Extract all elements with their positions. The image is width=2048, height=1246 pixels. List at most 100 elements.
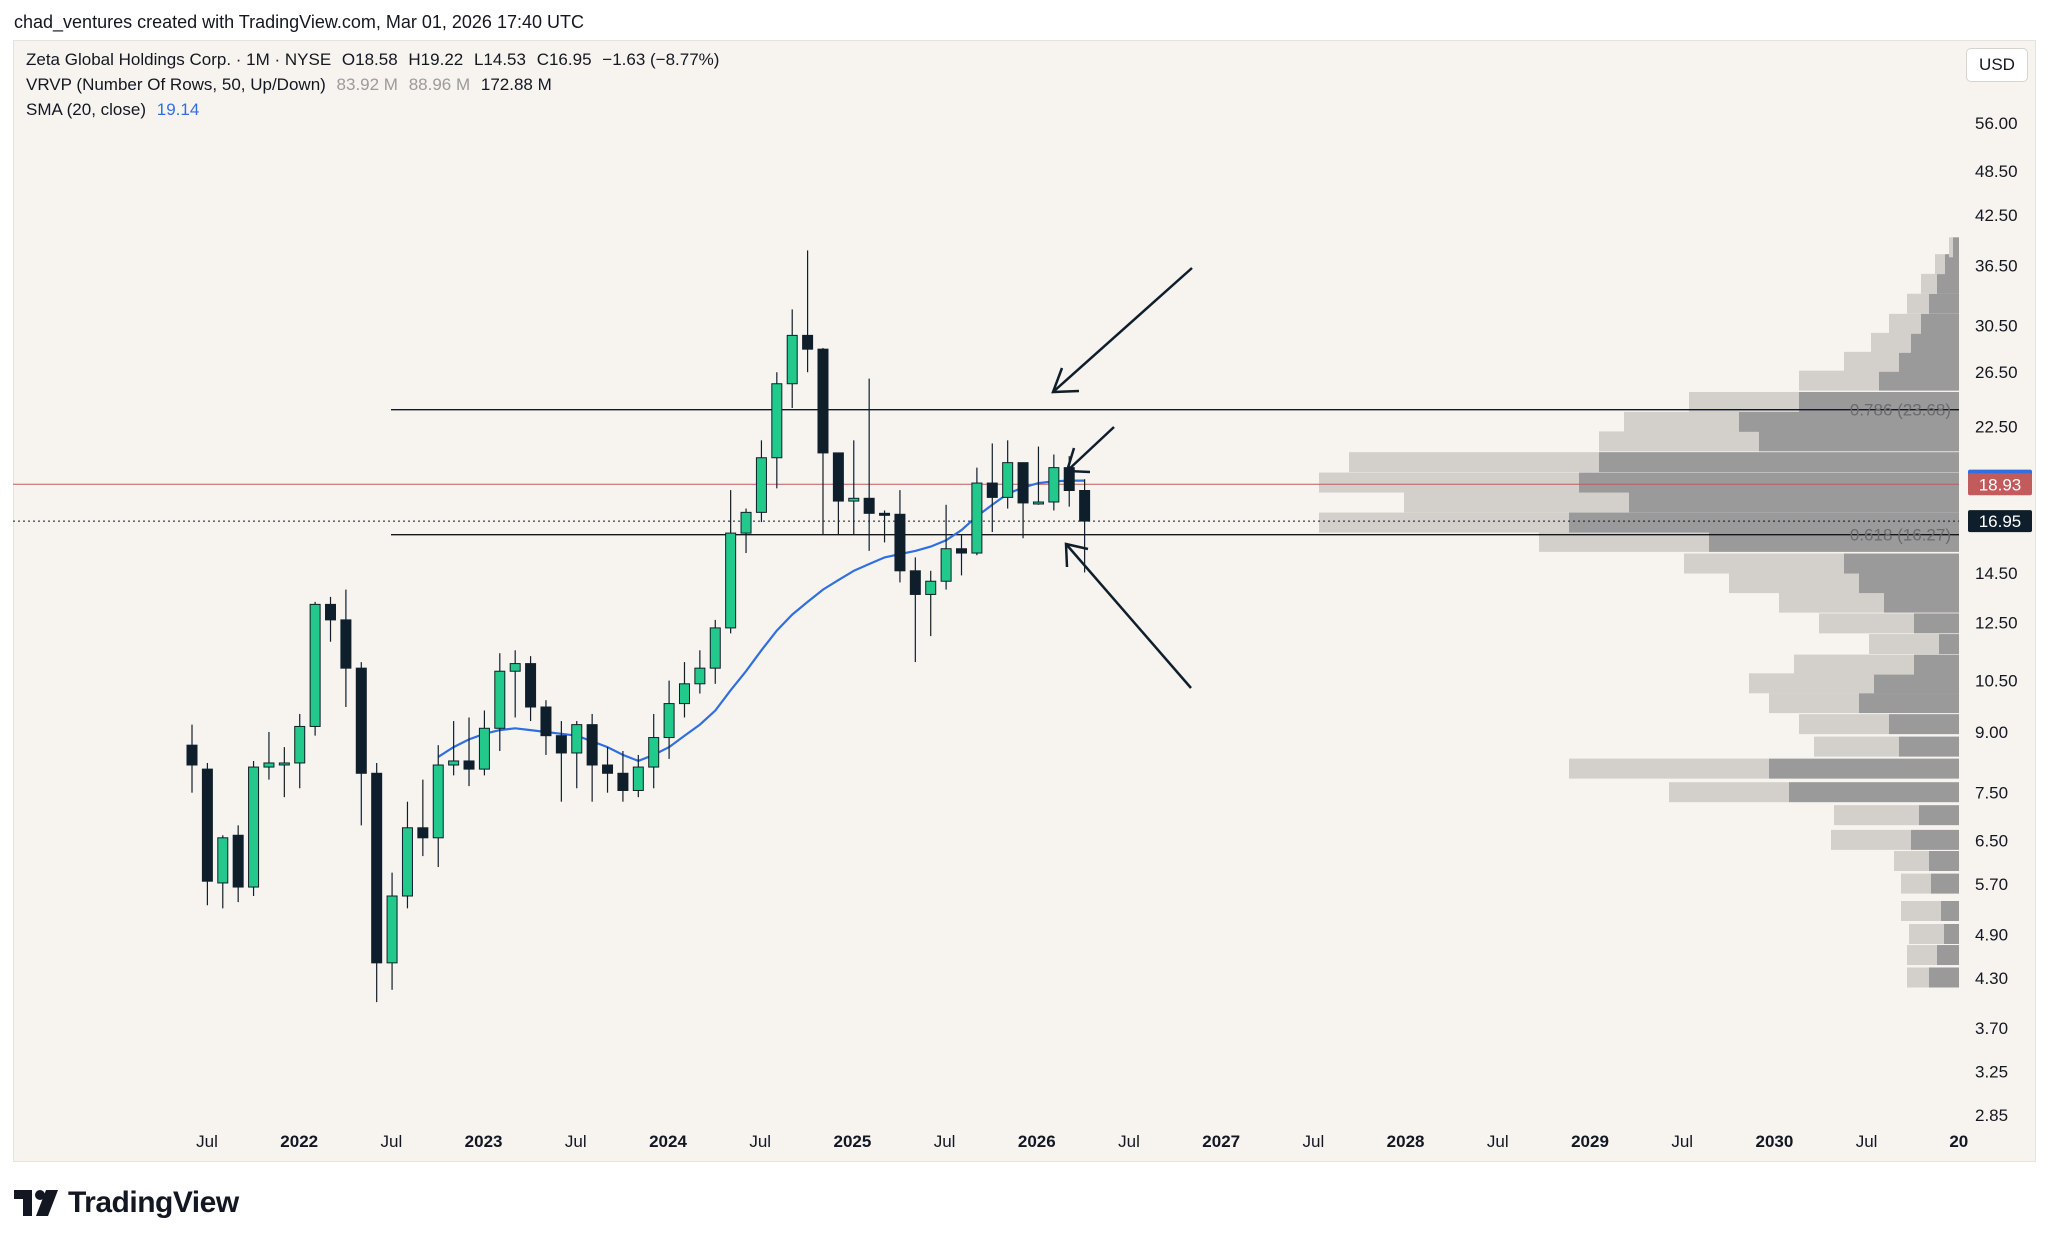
volume-profile-down-bar: [1889, 313, 1921, 334]
candle-up: [1048, 454, 1060, 511]
legend-title[interactable]: Zeta Global Holdings Corp. · 1M · NYSE: [26, 50, 332, 69]
candle-down: [894, 490, 906, 583]
candle-up: [971, 467, 983, 556]
volume-profile-down-bar: [1935, 254, 1945, 275]
volume-profile-down-bar: [1921, 273, 1937, 294]
time-axis-tick: 2026: [1018, 1132, 1056, 1151]
arrow-top: [1051, 267, 1193, 394]
candle-body: [663, 703, 675, 739]
candle-up: [925, 570, 937, 637]
candle-down: [340, 589, 352, 708]
price-axis-tick: 12.50: [1975, 614, 2018, 633]
price-axis-tick: 3.25: [1975, 1062, 2008, 1081]
legend-sma-row: SMA (20, close) 19.14: [26, 100, 205, 120]
volume-profile-down-bar: [1349, 452, 1599, 473]
volume-profile-down-bar: [1799, 370, 1879, 391]
volume-profile-up-bar: [1799, 391, 1959, 412]
price-axis-tick: 36.50: [1975, 257, 2018, 276]
candle-body: [602, 764, 614, 774]
candle-up: [494, 653, 506, 751]
candle-body: [802, 334, 814, 350]
candle-up: [571, 721, 583, 789]
volume-profile-up-bar: [1937, 273, 1959, 294]
candle-up: [478, 710, 490, 776]
fib-level-label: 0.618 (16.27): [1850, 526, 1951, 545]
candle-body: [863, 497, 875, 514]
candle-up: [294, 713, 306, 789]
volume-profile-up-bar: [1931, 873, 1959, 894]
chart-svg[interactable]: 0.786 (23.68) 0.618 (16.27) 56.00 48.50 42.…: [13, 40, 2034, 1160]
candle-up: [248, 760, 260, 897]
volume-profile-down-bar: [1869, 634, 1939, 655]
price-badge: 16.95: [1968, 510, 2032, 533]
candle-down: [1079, 479, 1091, 573]
legend-vrvp-label[interactable]: VRVP (Number Of Rows, 50, Up/Down): [26, 75, 326, 94]
volume-profile-up-bar: [1945, 254, 1959, 275]
volume-profile: [1319, 237, 1959, 988]
candle-body: [755, 457, 767, 513]
candle-up: [1002, 440, 1014, 509]
candle-body: [1048, 467, 1060, 503]
time-axis-tick: Jul: [1856, 1132, 1878, 1151]
volume-profile-up-bar: [1709, 531, 1959, 552]
volume-profile-up-bar: [1859, 693, 1959, 714]
price-axis-tick: 7.50: [1975, 784, 2008, 803]
price-axis[interactable]: 56.00 48.50 42.50 36.50 30.50 26.50 22.50 14.50…: [1975, 114, 2018, 1125]
candle-down: [586, 713, 598, 802]
candle-up: [786, 309, 798, 409]
volume-profile-down-bar: [1769, 693, 1859, 714]
candle-body: [1079, 490, 1091, 522]
volume-profile-down-bar: [1834, 805, 1919, 826]
volume-profile-up-bar: [1899, 736, 1959, 757]
volume-profile-down-bar: [1749, 673, 1874, 694]
price-axis-tick: 10.50: [1975, 672, 2018, 691]
candle-down: [325, 596, 337, 642]
candle-up: [448, 721, 460, 776]
candle-down: [832, 452, 844, 535]
reference-lines: 0.786 (23.68) 0.618 (16.27): [13, 401, 1959, 545]
currency-button[interactable]: USD: [1966, 48, 2028, 82]
candles: [186, 250, 1091, 1003]
candle-body: [463, 760, 475, 770]
candle-down: [602, 747, 614, 793]
price-badge-label: 18.93: [1979, 475, 2022, 494]
time-axis[interactable]: Jul 2022 Jul 2023 Jul 2024 Jul 2025 Jul 2026 Jul 20…: [196, 1132, 1968, 1151]
volume-profile-down-bar: [1729, 573, 1859, 594]
volume-profile-up-bar: [1569, 512, 1959, 533]
price-axis-tick: 6.50: [1975, 831, 2008, 850]
candle-body: [309, 603, 321, 727]
volume-profile-up-bar: [1889, 714, 1959, 735]
volume-profile-up-bar: [1921, 313, 1959, 334]
price-axis-tick: 48.50: [1975, 162, 2018, 181]
candle-body: [386, 895, 398, 964]
volume-profile-down-bar: [1901, 901, 1941, 922]
candle-down: [417, 779, 429, 857]
candle-up: [740, 508, 752, 554]
time-axis-tick: 2025: [833, 1132, 871, 1151]
volume-profile-up-bar: [1953, 237, 1959, 258]
candle-down: [1017, 462, 1029, 539]
volume-profile-down-bar: [1539, 531, 1709, 552]
volume-profile-down-bar: [1319, 512, 1569, 533]
candle-body: [232, 834, 244, 888]
volume-profile-down-bar: [1907, 293, 1929, 314]
price-axis-tick: 9.00: [1975, 723, 2008, 742]
price-axis-tick: 3.70: [1975, 1019, 2008, 1038]
candle-up: [309, 601, 321, 736]
legend-sma-label[interactable]: SMA (20, close): [26, 100, 146, 119]
candle-down: [232, 825, 244, 903]
time-axis-tick: 2022: [280, 1132, 318, 1151]
price-axis-tick: 42.50: [1975, 206, 2018, 225]
time-axis-tick: 2028: [1387, 1132, 1425, 1151]
time-axis-tick: 2027: [1202, 1132, 1240, 1151]
volume-profile-down-bar: [1794, 654, 1914, 675]
tradingview-logo[interactable]: TradingView: [14, 1186, 239, 1220]
chart-credit: chad_ventures created with TradingView.c…: [14, 12, 584, 32]
time-axis-tick: Jul: [1671, 1132, 1693, 1151]
arrow-middle: [1065, 426, 1115, 474]
volume-profile-down-bar: [1907, 945, 1937, 966]
candle-body: [771, 383, 783, 459]
volume-profile-down-bar: [1894, 851, 1929, 872]
candle-up: [632, 754, 644, 798]
